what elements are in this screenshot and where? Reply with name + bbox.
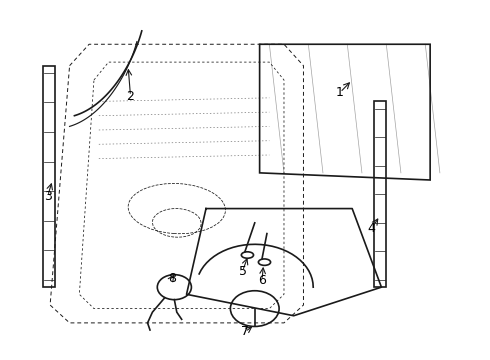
- Text: 1: 1: [336, 86, 344, 99]
- Text: 4: 4: [368, 222, 376, 235]
- Text: 5: 5: [239, 265, 246, 278]
- Text: 6: 6: [258, 274, 266, 287]
- Text: 7: 7: [241, 325, 249, 338]
- Text: 2: 2: [126, 90, 134, 103]
- Text: 8: 8: [168, 272, 176, 285]
- Text: 3: 3: [44, 190, 51, 203]
